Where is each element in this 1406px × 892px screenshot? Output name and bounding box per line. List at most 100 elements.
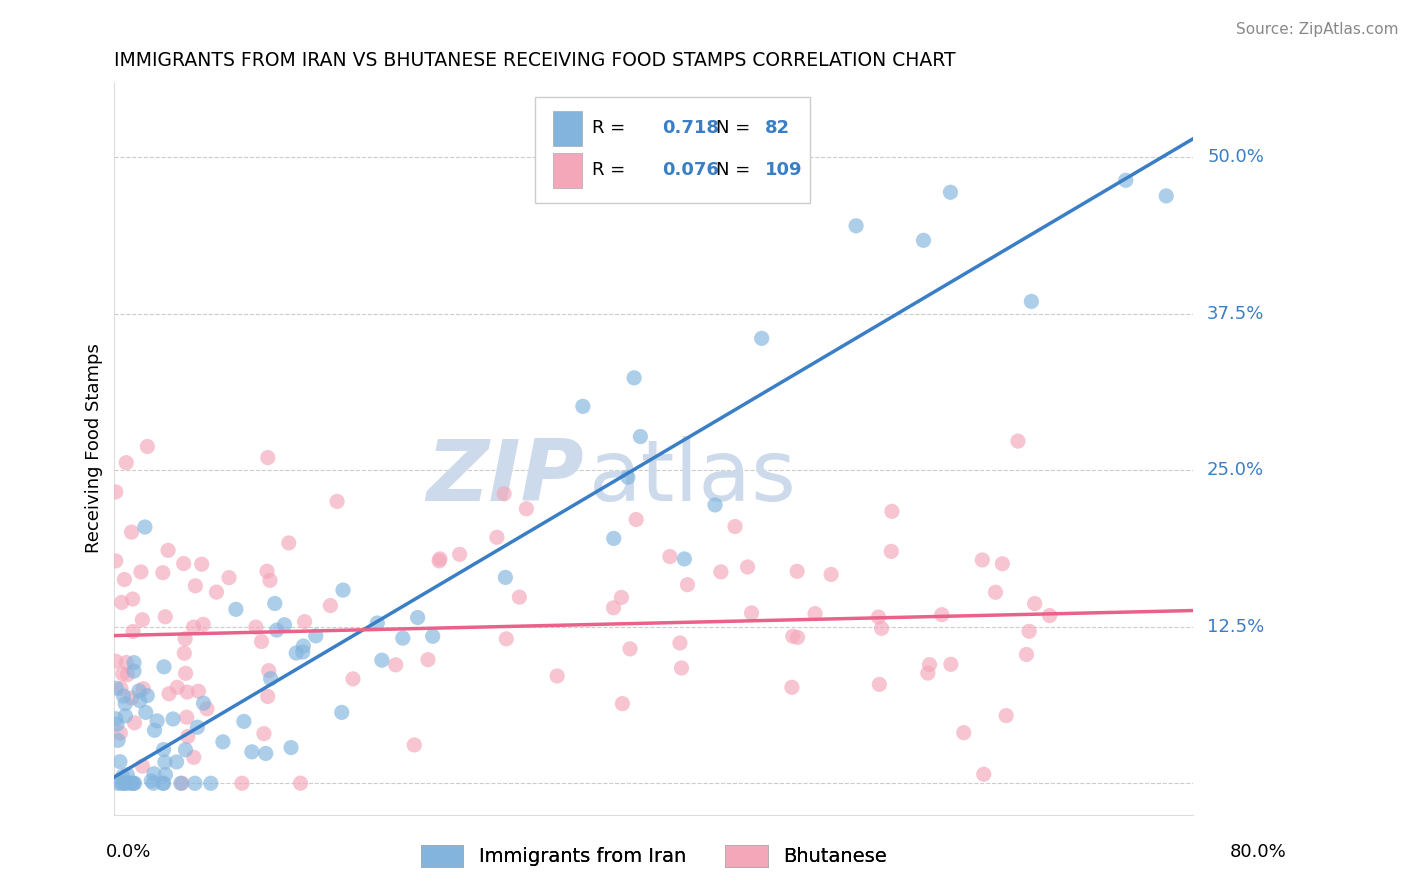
FancyBboxPatch shape [554, 153, 582, 188]
Point [406, 610, 429, 624]
Point [152, 566, 174, 580]
Point [266, 623, 288, 637]
Point [782, 629, 804, 643]
Point [174, 632, 197, 646]
Point [422, 629, 444, 643]
Point [111, 769, 134, 783]
Point [173, 646, 195, 660]
Point [515, 501, 537, 516]
Point [751, 331, 773, 345]
Point [391, 631, 413, 645]
Point [141, 773, 163, 788]
Point [804, 607, 827, 621]
Text: 80.0%: 80.0% [1230, 843, 1286, 861]
Text: 37.5%: 37.5% [1208, 305, 1264, 323]
Point [257, 664, 280, 678]
Point [820, 567, 842, 582]
Point [121, 592, 143, 607]
Point [240, 745, 263, 759]
Text: 0.718: 0.718 [662, 120, 720, 137]
Point [134, 520, 156, 534]
Point [166, 680, 188, 694]
Point [162, 712, 184, 726]
Point [183, 620, 205, 634]
Point [166, 755, 188, 769]
Point [170, 776, 193, 790]
Point [114, 697, 136, 711]
Point [494, 487, 516, 501]
Point [277, 536, 299, 550]
Point [114, 709, 136, 723]
Point [741, 606, 763, 620]
Text: 0.076: 0.076 [662, 161, 720, 179]
Point [186, 720, 208, 734]
Point [155, 767, 177, 781]
Point [245, 620, 267, 634]
Point [880, 544, 903, 558]
Point [291, 645, 314, 659]
Point [104, 654, 127, 668]
Point [112, 776, 135, 790]
Text: ZIP: ZIP [426, 436, 583, 519]
Point [931, 607, 953, 622]
Point [112, 689, 135, 703]
Point [342, 672, 364, 686]
Point [104, 554, 127, 568]
Point [121, 525, 143, 540]
Text: 12.5%: 12.5% [1208, 618, 1264, 636]
Point [786, 631, 808, 645]
Point [918, 657, 941, 672]
Point [429, 552, 451, 566]
Point [112, 573, 135, 587]
Point [184, 776, 207, 790]
Point [546, 669, 568, 683]
Point [1018, 624, 1040, 639]
Point [122, 656, 145, 670]
Text: R =: R = [592, 120, 631, 137]
Text: IMMIGRANTS FROM IRAN VS BHUTANESE RECEIVING FOOD STAMPS CORRELATION CHART: IMMIGRANTS FROM IRAN VS BHUTANESE RECEIV… [114, 51, 956, 70]
FancyBboxPatch shape [536, 97, 810, 203]
Text: 25.0%: 25.0% [1208, 461, 1264, 479]
Point [623, 371, 645, 385]
Point [273, 617, 295, 632]
Point [256, 690, 278, 704]
Point [212, 735, 235, 749]
Text: 82: 82 [765, 120, 790, 137]
Point [128, 693, 150, 707]
Point [115, 656, 138, 670]
Point [624, 512, 647, 526]
Text: 0.0%: 0.0% [105, 843, 150, 861]
Point [117, 767, 139, 781]
Point [135, 706, 157, 720]
Point [105, 681, 128, 696]
Text: R =: R = [592, 161, 631, 179]
Point [173, 557, 195, 571]
Point [330, 706, 353, 720]
Point [416, 653, 439, 667]
Point [619, 641, 641, 656]
Point [184, 579, 207, 593]
Point [704, 498, 727, 512]
Text: 109: 109 [765, 161, 803, 179]
Text: Source: ZipAtlas.com: Source: ZipAtlas.com [1236, 22, 1399, 37]
Point [254, 747, 277, 761]
Point [305, 629, 328, 643]
Point [495, 632, 517, 646]
Point [263, 597, 285, 611]
Point [671, 661, 693, 675]
Point [200, 776, 222, 790]
Point [205, 585, 228, 599]
Point [128, 683, 150, 698]
Point [174, 666, 197, 681]
Point [111, 666, 134, 681]
Point [868, 610, 890, 624]
Point [724, 519, 747, 533]
Point [256, 450, 278, 465]
Point [676, 577, 699, 591]
Point [612, 697, 634, 711]
Point [710, 565, 733, 579]
Point [995, 708, 1018, 723]
Point [120, 776, 142, 790]
Point [122, 776, 145, 790]
Point [143, 723, 166, 738]
